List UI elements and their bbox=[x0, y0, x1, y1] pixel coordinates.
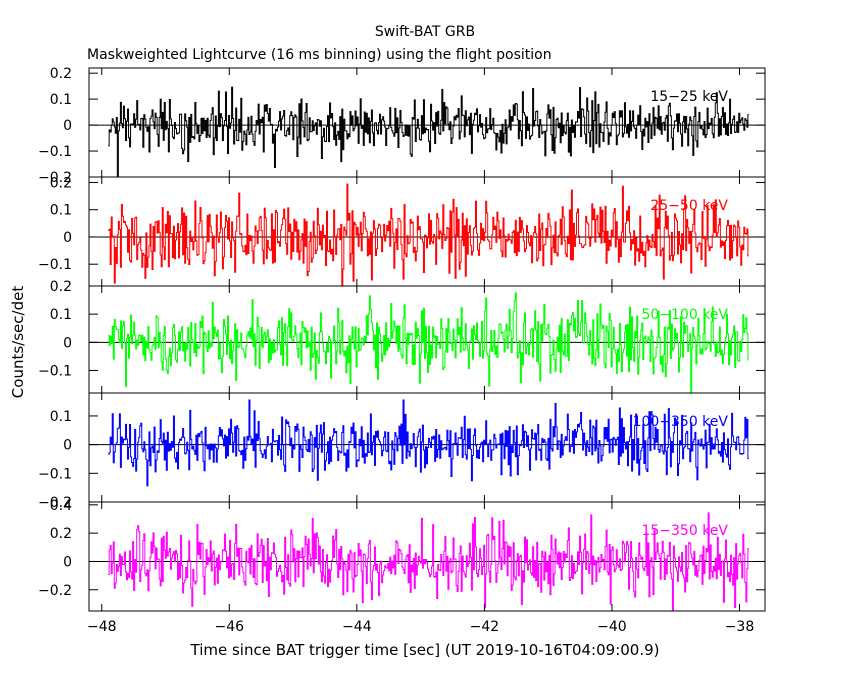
x-tick-label: −42 bbox=[470, 619, 500, 635]
x-tick-label: −40 bbox=[597, 619, 627, 635]
x-tick-label: −46 bbox=[215, 619, 245, 635]
series-trace bbox=[108, 86, 749, 177]
y-tick-label: 0.2 bbox=[50, 66, 72, 82]
chart-subtitle: Maskweighted Lightcurve (16 ms binning) … bbox=[87, 47, 552, 63]
series-trace bbox=[108, 399, 749, 487]
x-tick-label: −44 bbox=[342, 619, 372, 635]
y-tick-label: −0.1 bbox=[38, 363, 72, 379]
y-axis-label: Counts/sec/det bbox=[9, 286, 27, 399]
band-label: 50−100 keV bbox=[641, 307, 728, 323]
y-tick-label: 0 bbox=[63, 554, 72, 570]
y-tick-label: 0 bbox=[63, 335, 72, 351]
band-label: 15−350 keV bbox=[641, 523, 728, 539]
chart-title: Swift-BAT GRB bbox=[375, 24, 475, 40]
x-axis-label: Time since BAT trigger time [sec] (UT 20… bbox=[190, 641, 660, 659]
x-tick-label: −38 bbox=[725, 619, 755, 635]
y-tick-label: 0.1 bbox=[50, 203, 72, 219]
y-tick-label: 0.1 bbox=[50, 409, 72, 425]
panel-frame bbox=[88, 501, 766, 612]
band-label: 100−350 keV bbox=[633, 414, 729, 430]
y-tick-label: 0.4 bbox=[50, 498, 72, 514]
y-tick-label: 0.1 bbox=[50, 92, 72, 108]
y-tick-label: −0.2 bbox=[38, 583, 72, 599]
y-tick-label: −0.2 bbox=[38, 495, 72, 511]
y-tick-label: 0.1 bbox=[50, 307, 72, 323]
panel-stack: 0.2 0.1 0 −0.1 −0.2 15−25 keV 0.2 0.1 0 −0.1 25−50… bbox=[38, 66, 766, 635]
series-trace bbox=[108, 292, 749, 394]
y-tick-label: 0.2 bbox=[50, 526, 72, 542]
y-tick-label: −0.1 bbox=[38, 144, 72, 160]
y-tick-label: −0.1 bbox=[38, 466, 72, 482]
y-tick-label: −0.1 bbox=[38, 257, 72, 273]
panel-1: 0.2 0.1 0 −0.1 −0.2 15−25 keV bbox=[38, 66, 766, 186]
y-tick-label: 0 bbox=[63, 438, 72, 454]
band-label: 15−25 keV bbox=[650, 89, 728, 105]
panel-3: 0.2 0.1 0 −0.1 50−100 keV bbox=[38, 279, 766, 394]
y-tick-label: 0.2 bbox=[50, 279, 72, 295]
y-tick-label: 0 bbox=[63, 118, 72, 134]
series-trace bbox=[108, 183, 749, 287]
panel-4: 0.1 0 −0.1 −0.2 100−350 keV bbox=[38, 392, 766, 511]
y-tick-label: 0.2 bbox=[50, 175, 72, 191]
band-label: 25−50 keV bbox=[650, 198, 728, 214]
series-trace bbox=[108, 512, 749, 612]
y-tick-label: −0.2 bbox=[38, 170, 72, 186]
panel-5: 0.4 0.2 0 −0.2 15−350 keV bbox=[38, 498, 766, 612]
x-tick-label: −48 bbox=[87, 619, 117, 635]
y-tick-label: 0 bbox=[63, 230, 72, 246]
